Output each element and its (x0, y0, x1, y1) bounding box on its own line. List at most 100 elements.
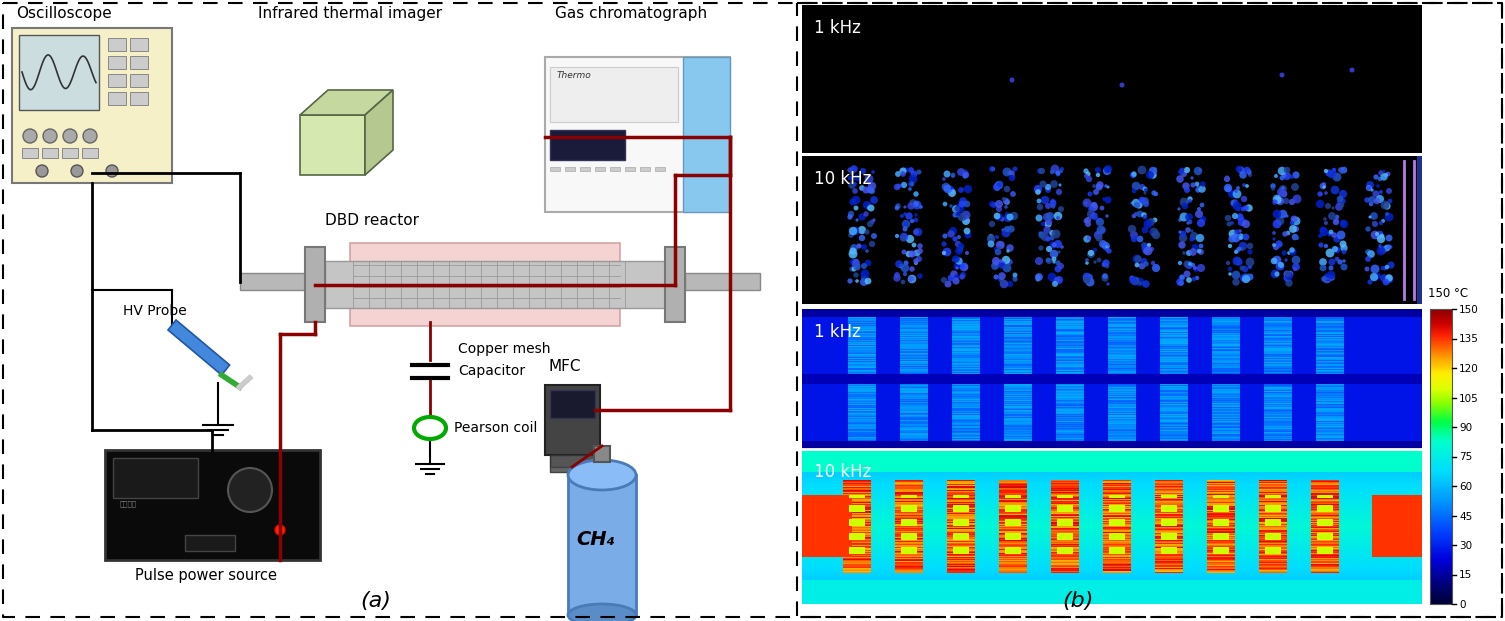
Circle shape (900, 214, 905, 218)
Circle shape (1060, 167, 1064, 171)
Circle shape (1047, 273, 1057, 281)
Bar (1430, 505, 1452, 507)
Circle shape (1317, 191, 1323, 197)
Circle shape (1341, 244, 1347, 252)
Bar (129, 38, 147, 51)
Circle shape (987, 234, 995, 242)
Circle shape (1044, 184, 1050, 190)
Circle shape (1228, 267, 1233, 271)
Circle shape (1142, 248, 1150, 255)
Circle shape (1090, 212, 1097, 220)
Circle shape (1386, 188, 1392, 194)
Bar (1430, 527, 1452, 528)
Bar (1430, 415, 1452, 417)
Bar (185, 535, 235, 551)
Circle shape (1187, 220, 1192, 224)
Circle shape (1270, 183, 1276, 189)
Bar (1430, 376, 1452, 378)
Circle shape (1242, 266, 1248, 273)
Polygon shape (299, 90, 393, 115)
Bar (129, 92, 147, 105)
Circle shape (861, 275, 867, 281)
Bar (1430, 361, 1452, 363)
Text: Capacitor: Capacitor (458, 364, 525, 378)
Circle shape (900, 233, 908, 241)
Circle shape (942, 177, 945, 181)
Circle shape (992, 262, 999, 270)
Circle shape (1102, 263, 1106, 267)
Circle shape (995, 182, 1002, 190)
Text: 30: 30 (1458, 541, 1472, 551)
Bar (1430, 401, 1452, 403)
Circle shape (868, 241, 874, 247)
Bar (683, 57, 730, 212)
Circle shape (1186, 277, 1192, 283)
Bar (1430, 417, 1452, 419)
Circle shape (1002, 197, 1005, 201)
Circle shape (1370, 212, 1379, 220)
Bar (1430, 474, 1452, 476)
Circle shape (1323, 274, 1332, 283)
Circle shape (1001, 229, 1005, 232)
Circle shape (1233, 278, 1240, 286)
Circle shape (1055, 260, 1061, 266)
Circle shape (1041, 222, 1044, 226)
Bar (640, 167, 650, 171)
Circle shape (1330, 186, 1339, 194)
Circle shape (1201, 181, 1206, 187)
Circle shape (1377, 230, 1383, 237)
Bar (1430, 433, 1452, 434)
Circle shape (1043, 226, 1050, 233)
Circle shape (853, 182, 856, 186)
Bar (1430, 350, 1452, 351)
Circle shape (1139, 197, 1145, 203)
Circle shape (1276, 197, 1284, 205)
Circle shape (847, 278, 853, 284)
Circle shape (1049, 235, 1055, 240)
Bar (1430, 591, 1452, 592)
Circle shape (862, 201, 871, 209)
Bar (1430, 386, 1452, 387)
Circle shape (1002, 229, 1010, 237)
Circle shape (864, 211, 868, 217)
Circle shape (1184, 213, 1193, 221)
Circle shape (909, 250, 915, 258)
Circle shape (850, 165, 858, 173)
Bar (545, 57, 730, 212)
Circle shape (1324, 244, 1327, 248)
Circle shape (1184, 167, 1190, 173)
Circle shape (894, 184, 900, 190)
Circle shape (1054, 240, 1063, 248)
Circle shape (1138, 281, 1142, 285)
Circle shape (1035, 274, 1040, 279)
Circle shape (1105, 245, 1109, 248)
Circle shape (1327, 232, 1332, 237)
Circle shape (849, 247, 856, 255)
Bar (1430, 534, 1452, 536)
Bar (1430, 342, 1452, 343)
Circle shape (1329, 266, 1333, 271)
Bar (1430, 466, 1452, 468)
Circle shape (1091, 202, 1097, 208)
Bar (1430, 579, 1452, 581)
Bar (1430, 532, 1452, 533)
Circle shape (1132, 173, 1136, 178)
Bar (1430, 413, 1452, 415)
Circle shape (1049, 230, 1055, 236)
Circle shape (998, 261, 1005, 269)
Circle shape (911, 219, 914, 223)
Circle shape (1240, 207, 1246, 211)
Circle shape (1383, 268, 1386, 271)
Circle shape (1368, 202, 1373, 206)
Circle shape (906, 251, 912, 257)
Bar (1430, 465, 1452, 467)
Circle shape (995, 235, 999, 239)
Bar (1430, 456, 1452, 457)
Bar (1430, 527, 1452, 529)
Bar (1430, 456, 1452, 458)
Circle shape (1239, 236, 1243, 240)
Circle shape (1084, 201, 1088, 205)
Circle shape (1190, 263, 1195, 267)
Bar (1430, 485, 1452, 486)
Bar (351, 243, 620, 326)
